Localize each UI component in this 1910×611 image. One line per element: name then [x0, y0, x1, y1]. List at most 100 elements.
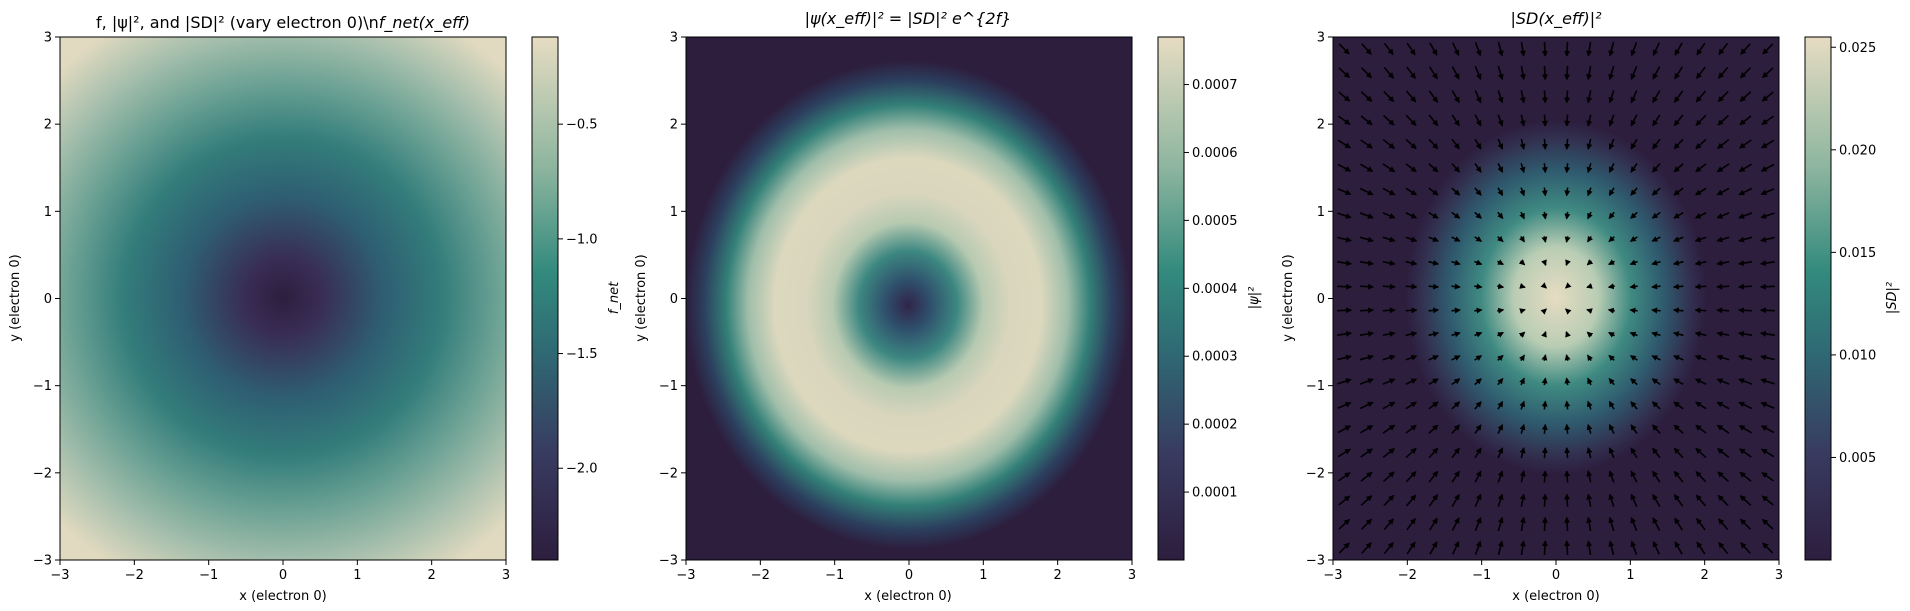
- panel1-xlabel: x (electron 0): [239, 589, 326, 604]
- quiver-arrow: [1716, 212, 1730, 219]
- quiver-arrow: [1564, 41, 1571, 57]
- panel3-colorbar-ticks: 0.025 0.020 0.015 0.010 0.005: [1831, 41, 1876, 466]
- quiver-arrow: [1565, 308, 1572, 315]
- quiver-arrow: [1608, 41, 1615, 57]
- quiver-arrow: [1382, 331, 1396, 337]
- quiver-arrow: [1695, 471, 1707, 483]
- quiver-arrow: [1519, 308, 1526, 314]
- quiver-arrow: [1630, 211, 1638, 219]
- quiver-arrow: [1474, 42, 1482, 57]
- panel3-ylabel: y (electron 0): [1281, 254, 1296, 341]
- quiver-arrow: [1672, 283, 1684, 290]
- panel-f-net: f, |ψ|², and |SD|² (vary electron 0)\nf_…: [8, 13, 622, 604]
- quiver-arrow: [1451, 517, 1460, 531]
- quiver-arrow: [1497, 235, 1504, 243]
- quiver-arrow: [1740, 43, 1751, 55]
- quiver-arrow: [1651, 401, 1661, 410]
- quiver-arrow: [1718, 541, 1729, 555]
- quiver-arrow: [1716, 187, 1730, 196]
- quiver-arrow: [1451, 114, 1460, 127]
- quiver-arrow: [1738, 448, 1752, 458]
- quiver-arrow: [1497, 331, 1504, 338]
- quiver-arrow: [1474, 187, 1482, 196]
- quiver-arrow: [1541, 516, 1548, 532]
- quiver-arrow: [1716, 448, 1730, 458]
- quiver-arrow: [1652, 493, 1661, 507]
- quiver-arrow: [1695, 90, 1707, 103]
- quiver-arrow: [1519, 138, 1526, 150]
- quiver-arrow: [1651, 163, 1661, 173]
- colorbar-tick-label: −1.0: [566, 232, 598, 247]
- quiver-arrow: [1360, 91, 1373, 102]
- quiver-arrow: [1673, 470, 1684, 483]
- quiver-arrow: [1406, 541, 1416, 555]
- quiver-arrow: [1586, 400, 1593, 410]
- quiver-arrow: [1519, 163, 1526, 174]
- quiver-arrow: [1541, 187, 1548, 197]
- quiver-arrow: [1474, 283, 1483, 290]
- quiver-arrow: [1738, 425, 1752, 434]
- quiver-arrow: [1673, 494, 1684, 507]
- quiver-arrow: [1497, 424, 1504, 434]
- quiver-arrow: [1541, 400, 1548, 410]
- quiver-arrow: [1405, 163, 1417, 173]
- quiver-arrow: [1382, 307, 1396, 314]
- y-tick-label: 1: [1317, 205, 1325, 220]
- quiver-arrow: [1652, 42, 1661, 57]
- quiver-arrow: [1760, 236, 1775, 243]
- quiver-arrow: [1405, 138, 1417, 150]
- quiver-arrow: [1338, 518, 1351, 530]
- quiver-arrow: [1428, 470, 1439, 483]
- quiver-arrow: [1608, 447, 1615, 459]
- quiver-arrow: [1383, 518, 1394, 531]
- quiver-arrow: [1607, 307, 1615, 314]
- quiver-arrow: [1519, 283, 1526, 289]
- quiver-arrow: [1405, 90, 1417, 103]
- y-tick-label: 1: [670, 205, 678, 220]
- quiver-arrow: [1519, 65, 1526, 81]
- panel2-colorbar-label: |ψ|²: [1247, 287, 1262, 310]
- quiver-arrow: [1586, 283, 1593, 289]
- panel3-quiver: [1337, 41, 1775, 556]
- quiver-arrow: [1696, 517, 1706, 531]
- quiver-arrow: [1519, 423, 1526, 434]
- x-tick-label: −1: [825, 568, 844, 583]
- quiver-arrow: [1541, 138, 1548, 151]
- colorbar-tick-label: 0.0005: [1192, 214, 1238, 229]
- quiver-arrow: [1337, 354, 1352, 361]
- quiver-arrow: [1629, 331, 1638, 338]
- x-tick-label: −3: [1323, 568, 1342, 583]
- quiver-arrow: [1360, 518, 1373, 530]
- y-tick-label: 2: [44, 118, 52, 133]
- quiver-arrow: [1519, 211, 1525, 220]
- quiver-arrow: [1586, 308, 1593, 314]
- quiver-arrow: [1382, 354, 1396, 361]
- quiver-arrow: [1608, 235, 1615, 243]
- quiver-arrow: [1695, 114, 1707, 126]
- quiver-arrow: [1337, 378, 1352, 385]
- quiver-arrow: [1630, 42, 1638, 57]
- quiver-arrow: [1586, 187, 1593, 197]
- quiver-arrow: [1673, 211, 1684, 219]
- quiver-arrow: [1673, 355, 1684, 361]
- panel1-title: f, |ψ|², and |SD|² (vary electron 0)\nf_…: [96, 13, 470, 33]
- quiver-arrow: [1497, 354, 1504, 362]
- quiver-arrow: [1541, 90, 1548, 104]
- quiver-arrow: [1428, 283, 1440, 290]
- quiver-arrow: [1474, 65, 1482, 81]
- quiver-arrow: [1541, 470, 1548, 483]
- quiver-arrow: [1629, 283, 1638, 290]
- quiver-arrow: [1337, 448, 1351, 458]
- quiver-arrow: [1565, 259, 1571, 267]
- quiver-arrow: [1696, 42, 1706, 56]
- quiver-arrow: [1694, 331, 1707, 337]
- quiver-arrow: [1474, 355, 1483, 361]
- panel2-xlabel: x (electron 0): [864, 589, 951, 604]
- panel3-colorbar: [1804, 36, 1832, 561]
- quiver-arrow: [1519, 400, 1526, 410]
- y-tick-label: −1: [1306, 379, 1325, 394]
- x-tick-label: 2: [1701, 568, 1709, 583]
- quiver-arrow: [1762, 542, 1774, 554]
- quiver-arrow: [1451, 211, 1461, 219]
- quiver-arrow: [1759, 307, 1775, 314]
